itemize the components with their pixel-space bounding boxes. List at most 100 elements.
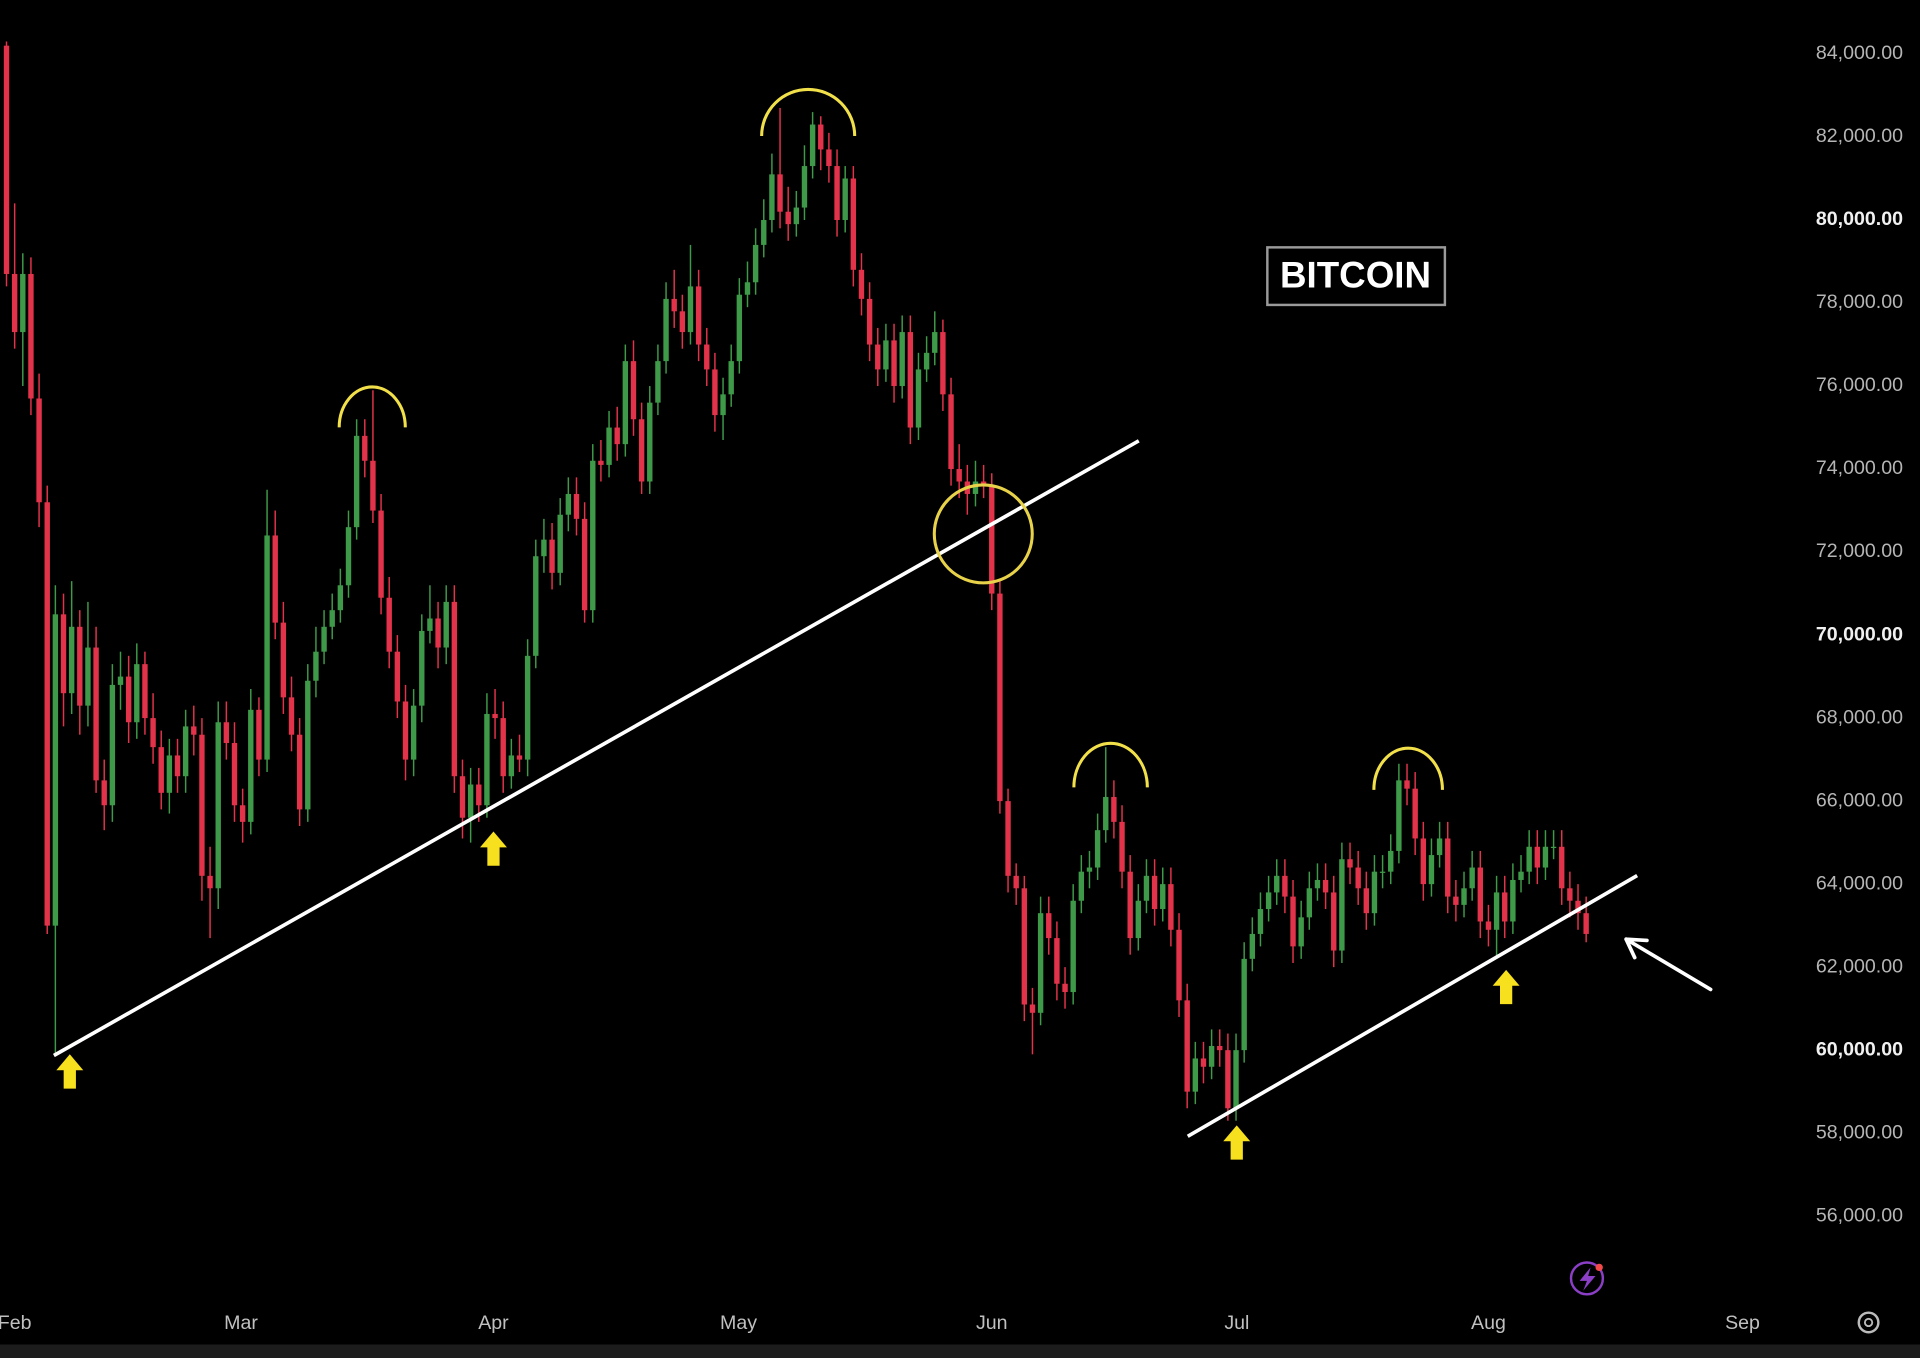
candle-body bbox=[1347, 859, 1353, 868]
candle-body bbox=[761, 220, 767, 245]
candle-body bbox=[541, 539, 547, 557]
candle-body bbox=[264, 535, 270, 760]
candle-body bbox=[818, 124, 824, 150]
y-tick-label: 68,000.00 bbox=[1816, 706, 1903, 728]
candle-body bbox=[630, 361, 637, 420]
candle-body bbox=[1493, 892, 1500, 930]
notification-dot bbox=[1595, 1263, 1603, 1272]
candle-body bbox=[386, 597, 392, 652]
candle-body bbox=[1412, 788, 1418, 839]
candle-body bbox=[1469, 867, 1475, 889]
candle-body bbox=[704, 344, 710, 370]
candle-body bbox=[1396, 780, 1402, 851]
y-tick-label: 56,000.00 bbox=[1816, 1204, 1903, 1226]
candle-body bbox=[549, 539, 555, 573]
candle-body bbox=[321, 626, 327, 652]
candle-body bbox=[1428, 855, 1435, 885]
candle-body bbox=[239, 805, 246, 822]
candle-body bbox=[11, 273, 18, 333]
candle-body bbox=[500, 718, 506, 777]
candle-body bbox=[720, 394, 726, 416]
candle-body bbox=[1282, 875, 1288, 897]
candle-body bbox=[117, 676, 124, 685]
candle-body bbox=[891, 340, 897, 387]
candle-body bbox=[524, 655, 531, 760]
candle-body bbox=[1485, 921, 1492, 930]
candle-body bbox=[1559, 846, 1565, 889]
candles bbox=[3, 41, 1589, 1121]
candle-body bbox=[1086, 867, 1093, 872]
candle-body bbox=[36, 398, 42, 503]
candle-body bbox=[989, 485, 995, 594]
candle-body bbox=[875, 344, 881, 370]
candle-body bbox=[1151, 875, 1158, 910]
candle-body bbox=[1119, 821, 1125, 872]
candle-body bbox=[1111, 796, 1117, 822]
candle-body bbox=[1550, 846, 1557, 848]
candle-body bbox=[1046, 913, 1052, 939]
settings-icon[interactable] bbox=[1857, 1311, 1880, 1334]
candle-body bbox=[435, 618, 441, 648]
candle-body bbox=[1363, 888, 1370, 914]
candle-body bbox=[581, 518, 588, 611]
candle-body bbox=[1062, 983, 1068, 993]
candle-body bbox=[68, 626, 75, 694]
candle-body bbox=[1331, 892, 1337, 951]
y-tick-label: 58,000.00 bbox=[1816, 1121, 1903, 1143]
candle-body bbox=[793, 207, 800, 225]
candle-body bbox=[484, 713, 490, 806]
candle-body bbox=[223, 722, 230, 744]
candle-body bbox=[1583, 913, 1589, 934]
top-arc bbox=[1372, 746, 1444, 790]
chart-title: BITCOIN bbox=[1280, 255, 1431, 296]
candle-body bbox=[1094, 830, 1101, 868]
candle-body bbox=[842, 178, 848, 221]
candle-body bbox=[459, 776, 466, 818]
candle-body bbox=[516, 755, 523, 760]
candle-body bbox=[1526, 846, 1532, 872]
candle-body bbox=[443, 601, 449, 648]
candle-body bbox=[573, 493, 580, 519]
top-arc bbox=[760, 87, 857, 136]
lightning-icon[interactable] bbox=[1569, 1261, 1605, 1296]
candle-body bbox=[1453, 896, 1459, 905]
candle-body bbox=[1290, 896, 1296, 947]
candle-body bbox=[182, 726, 189, 777]
candle-body bbox=[647, 402, 653, 482]
up-arrow bbox=[480, 831, 507, 866]
candle-body bbox=[427, 618, 433, 631]
candle-body bbox=[378, 510, 384, 598]
candle-body bbox=[1265, 892, 1272, 910]
candle-body bbox=[1379, 871, 1386, 873]
candle-body bbox=[679, 311, 686, 333]
candle-body bbox=[451, 601, 458, 777]
candle-body bbox=[801, 166, 808, 208]
candle-body bbox=[296, 734, 303, 810]
candle-body bbox=[785, 211, 791, 225]
x-tick-label: Apr bbox=[478, 1312, 509, 1334]
y-tick-label: 84,000.00 bbox=[1816, 42, 1903, 64]
candle-body bbox=[134, 664, 140, 723]
lightning-bolt bbox=[1579, 1267, 1596, 1291]
candle-body bbox=[638, 419, 645, 482]
candle-body bbox=[52, 614, 59, 926]
candle-body bbox=[1241, 958, 1247, 1051]
candle-body bbox=[272, 535, 278, 623]
candle-body bbox=[606, 427, 612, 465]
candle-body bbox=[948, 394, 954, 470]
y-tick-label: 74,000.00 bbox=[1816, 457, 1903, 479]
up-arrow bbox=[1223, 1125, 1251, 1160]
candle-body bbox=[353, 435, 360, 528]
candle-body bbox=[1510, 879, 1516, 922]
candle-body bbox=[1143, 875, 1150, 901]
candle-body bbox=[60, 614, 67, 694]
candle-body bbox=[508, 755, 515, 777]
candle-body bbox=[1200, 1058, 1207, 1067]
candle-body bbox=[923, 352, 930, 370]
candle-body bbox=[1355, 867, 1361, 889]
candle-body bbox=[858, 269, 865, 299]
y-tick-label: 72,000.00 bbox=[1816, 540, 1903, 562]
candle-body bbox=[1208, 1046, 1215, 1067]
candle-body bbox=[1274, 875, 1280, 893]
